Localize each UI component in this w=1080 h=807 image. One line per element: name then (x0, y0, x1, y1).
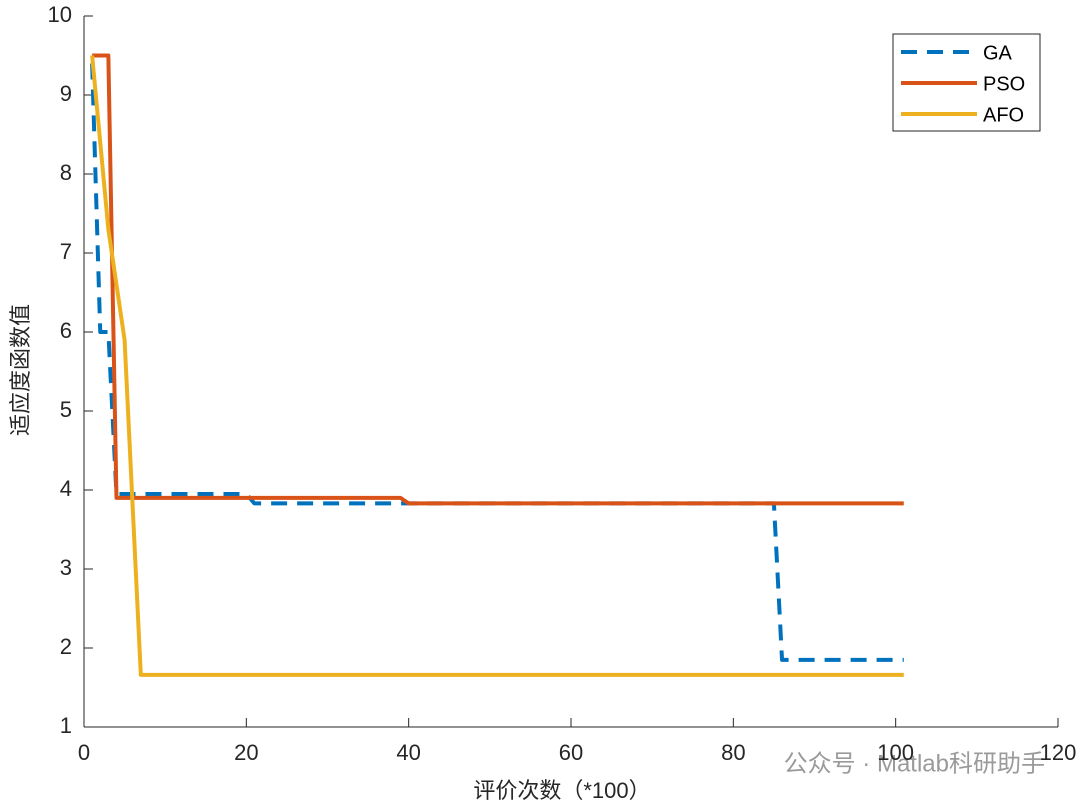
x-tick-label: 0 (78, 740, 90, 765)
y-tick-label: 10 (48, 2, 72, 27)
y-tick-label: 7 (60, 239, 72, 264)
series-line (92, 53, 904, 506)
y-tick-label: 3 (60, 555, 72, 580)
x-tick-label: 60 (559, 740, 583, 765)
x-axis-label: 评价次数（*100） (473, 778, 650, 803)
x-tick-label: 100 (877, 740, 914, 765)
legend-label: GA (983, 42, 1013, 64)
x-tick-label: 20 (234, 740, 258, 765)
y-axis-label: 适应度函数值 (8, 304, 33, 436)
y-tick-label: 1 (60, 713, 72, 738)
y-tick-label: 5 (60, 397, 72, 422)
series-line (90, 55, 904, 677)
y-tick-label: 2 (60, 634, 72, 659)
x-tick-label: 80 (721, 740, 745, 765)
y-tick-label: 8 (60, 160, 72, 185)
series-line (90, 63, 904, 662)
legend-label: AFO (983, 104, 1024, 126)
watermark: 公众号 · Matlab科研助手 (784, 750, 1045, 777)
y-tick-label: 4 (60, 476, 72, 501)
y-tick-label: 9 (60, 81, 72, 106)
x-tick-label: 40 (396, 740, 420, 765)
legend-label: PSO (983, 73, 1025, 95)
y-tick-label: 6 (60, 318, 72, 343)
x-tick-label: 120 (1040, 740, 1077, 765)
